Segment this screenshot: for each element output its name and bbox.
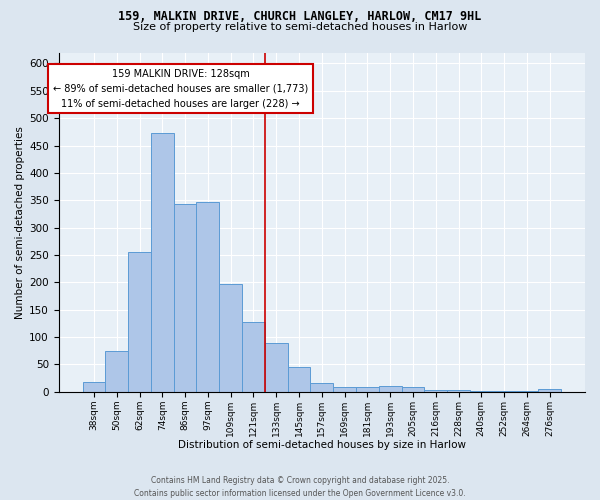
Bar [447, 390, 470, 392]
Text: Size of property relative to semi-detached houses in Harlow: Size of property relative to semi-detach… [133, 22, 467, 32]
X-axis label: Distribution of semi-detached houses by size in Harlow: Distribution of semi-detached houses by … [178, 440, 466, 450]
Bar [287, 366, 310, 392]
Bar [401, 387, 424, 392]
Bar [310, 383, 333, 392]
Bar [265, 343, 287, 392]
Text: 159 MALKIN DRIVE: 128sqm
← 89% of semi-detached houses are smaller (1,773)
11% o: 159 MALKIN DRIVE: 128sqm ← 89% of semi-d… [53, 69, 308, 108]
Bar [333, 387, 356, 392]
Text: Contains HM Land Registry data © Crown copyright and database right 2025.
Contai: Contains HM Land Registry data © Crown c… [134, 476, 466, 498]
Bar [219, 284, 242, 392]
Bar [356, 388, 379, 392]
Bar [196, 202, 219, 392]
Bar [424, 390, 447, 392]
Bar [83, 382, 106, 392]
Y-axis label: Number of semi-detached properties: Number of semi-detached properties [15, 126, 25, 318]
Text: 159, MALKIN DRIVE, CHURCH LANGLEY, HARLOW, CM17 9HL: 159, MALKIN DRIVE, CHURCH LANGLEY, HARLO… [118, 10, 482, 23]
Bar [174, 204, 196, 392]
Bar [538, 389, 561, 392]
Bar [470, 390, 493, 392]
Bar [379, 386, 401, 392]
Bar [106, 352, 128, 392]
Bar [242, 322, 265, 392]
Bar [151, 134, 174, 392]
Bar [128, 252, 151, 392]
